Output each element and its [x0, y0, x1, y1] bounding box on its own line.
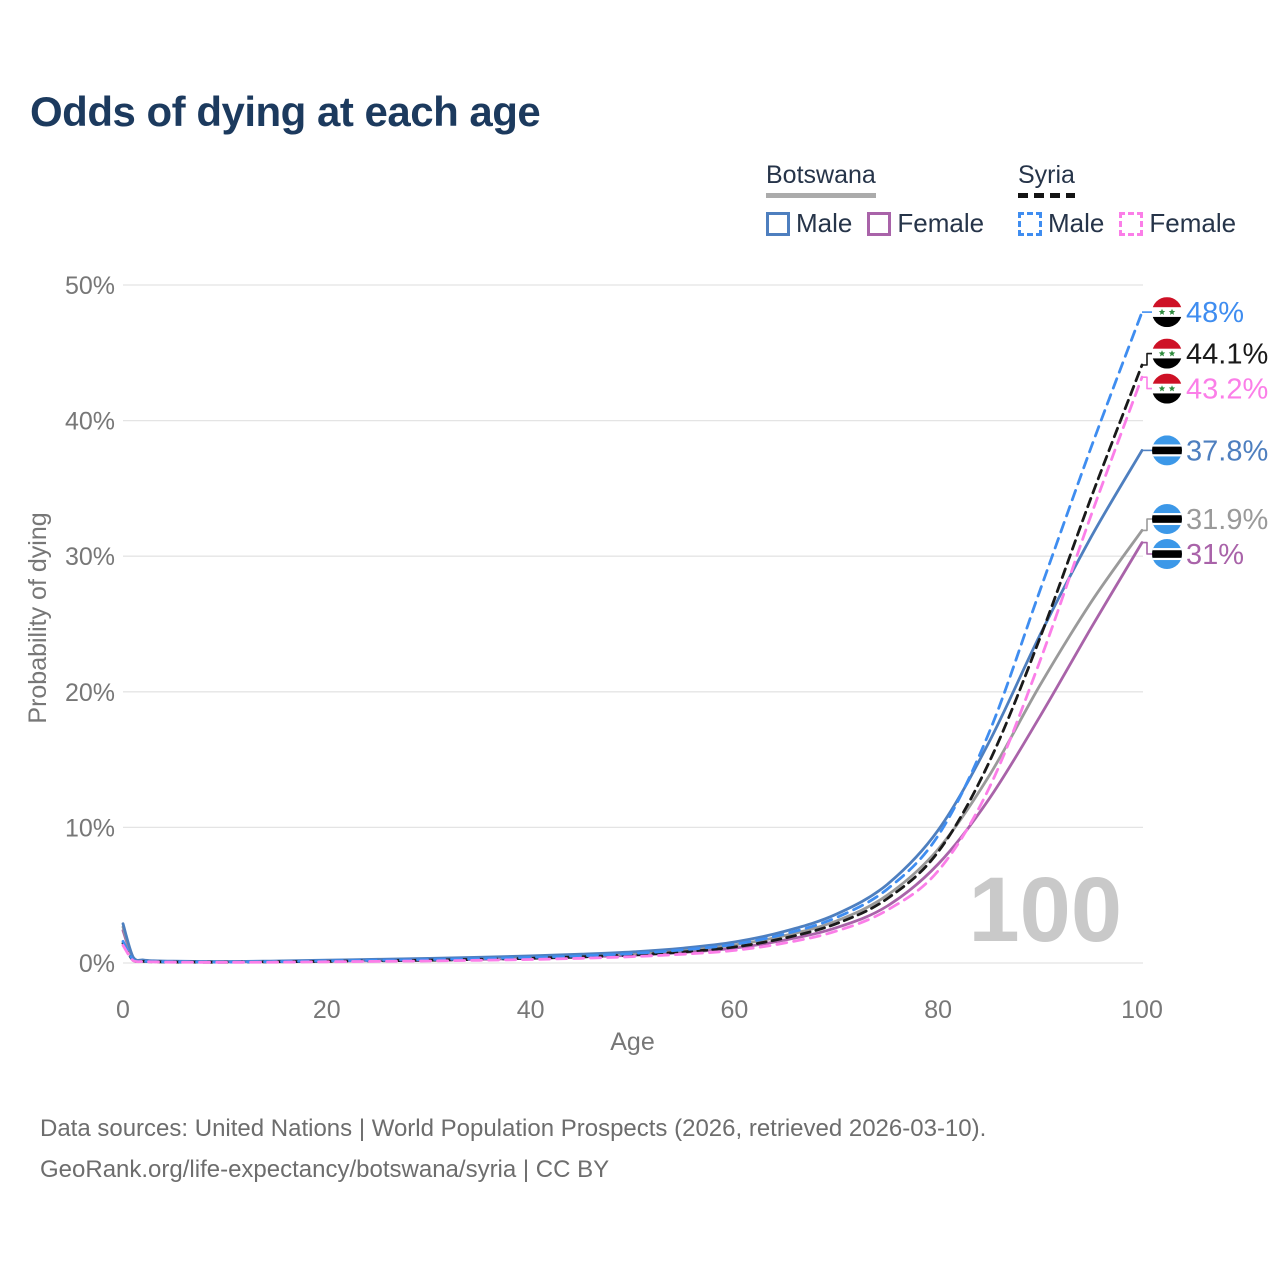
syria-flag-icon: [1152, 297, 1182, 328]
legend-country-syria[interactable]: Syria: [1018, 161, 1075, 198]
y-tick-label: 50%: [65, 272, 115, 300]
legend-group-botswana: Botswana Male Female: [766, 161, 999, 239]
end-value-label-botswana-male: 37.8%: [1186, 435, 1268, 467]
page-title: Odds of dying at each age: [30, 88, 541, 135]
end-labels: 48% 44.1%43.2% 37.8% 31.9%31%: [1142, 297, 1268, 571]
y-tick-label: 40%: [65, 408, 115, 436]
x-tick-label: 100: [1121, 996, 1163, 1024]
series-line-syria-all[interactable]: [121, 363, 1144, 964]
syria-flag-icon: [1152, 338, 1182, 369]
y-tick-label: 20%: [65, 679, 115, 707]
series-line-syria-female[interactable]: [121, 375, 1144, 964]
y-axis-title: Probability of dying: [24, 512, 52, 723]
syria-flag-icon: [1152, 373, 1182, 404]
legend-country-label-syria: Syria: [1018, 161, 1075, 189]
series-lines: [121, 310, 1144, 964]
botswana-all-line-swatch: [766, 193, 876, 198]
y-tick-label: 10%: [65, 814, 115, 842]
footer-sources-line: Data sources: United Nations | World Pop…: [40, 1115, 987, 1142]
end-value-label-syria-male: 48%: [1186, 297, 1244, 329]
botswana-flag-icon: [1152, 435, 1182, 466]
x-tick-label: 0: [116, 996, 130, 1024]
end-label-connector: [1142, 376, 1152, 390]
end-label-connector: [1142, 518, 1152, 532]
footer: Data sources: United Nations | World Pop…: [40, 1108, 986, 1190]
series-line-botswana-all[interactable]: [121, 529, 1144, 964]
legend-group-syria: Syria Male Female: [1018, 161, 1251, 239]
legend-label-botswana-female[interactable]: Female: [897, 208, 985, 238]
end-value-label-botswana-female: 31%: [1186, 539, 1244, 571]
age-counter: 100: [968, 859, 1123, 961]
botswana-flag-icon: [1152, 539, 1182, 570]
syria-all-line-swatch: [1018, 193, 1075, 198]
y-tick-label: 30%: [65, 543, 115, 571]
x-tick-label: 60: [720, 996, 748, 1024]
end-label-connector: [1142, 352, 1152, 366]
x-axis-title: Age: [610, 1028, 654, 1056]
legend-label-botswana-male[interactable]: Male: [796, 208, 853, 238]
legend-swatch-botswana-male[interactable]: [766, 211, 790, 236]
legend-row-syria: Male Female: [1018, 208, 1251, 239]
legend-label-syria-male[interactable]: Male: [1048, 208, 1105, 238]
end-value-label-botswana-all: 31.9%: [1186, 504, 1268, 536]
y-tick-label: 0%: [79, 950, 115, 978]
footer-license-line: GeoRank.org/life-expectancy/botswana/syr…: [40, 1156, 610, 1183]
x-tick-label: 20: [313, 996, 341, 1024]
legend-swatch-syria-male[interactable]: [1018, 211, 1042, 236]
x-tick-label: 40: [517, 996, 545, 1024]
series-line-botswana-female[interactable]: [121, 541, 1144, 964]
end-label-connector: [1142, 541, 1152, 555]
end-value-label-syria-female: 43.2%: [1186, 374, 1268, 406]
legend-row-botswana: Male Female: [766, 208, 999, 239]
series-line-syria-male[interactable]: [121, 310, 1144, 964]
gridlines: [123, 284, 1143, 964]
botswana-flag-icon: [1152, 504, 1182, 535]
axes: 0% 10% 20% 30% 40% 50% 0 20 40 60 80 100 Age Probabil…: [24, 272, 1163, 1056]
x-tick-label: 80: [924, 996, 952, 1024]
legend-country-botswana[interactable]: Botswana: [766, 161, 876, 198]
legend-label-syria-female[interactable]: Female: [1149, 208, 1237, 238]
series-line-botswana-male[interactable]: [121, 449, 1144, 963]
legend-swatch-botswana-female[interactable]: [867, 211, 892, 236]
end-value-label-syria-all: 44.1%: [1186, 339, 1268, 371]
legend-swatch-syria-female[interactable]: [1119, 211, 1144, 236]
legend-country-label-botswana: Botswana: [766, 161, 876, 189]
